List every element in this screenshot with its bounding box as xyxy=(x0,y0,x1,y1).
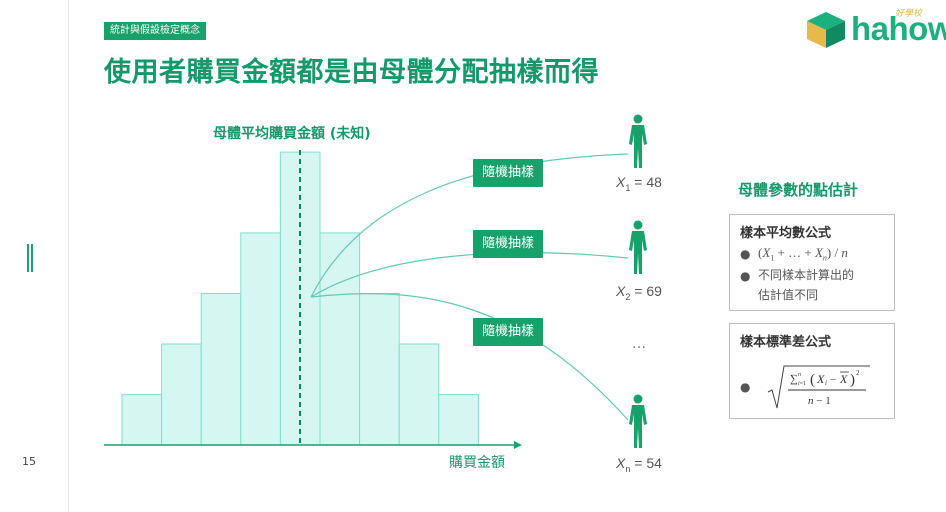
svg-text:(: ( xyxy=(810,372,815,388)
svg-text:2: 2 xyxy=(856,369,860,377)
sample-mean-formula: (X1 + … + Xn) / n xyxy=(758,245,848,263)
random-sample-label-2: 隨機抽樣 xyxy=(473,230,543,258)
bullet-icon: ● xyxy=(740,247,751,261)
hahow-logo: hahow 好學校 xyxy=(803,8,946,52)
left-divider xyxy=(68,0,69,512)
svg-text:i=1: i=1 xyxy=(798,381,806,387)
person-icon xyxy=(629,394,647,448)
side-marker xyxy=(27,244,33,272)
histogram-bar xyxy=(200,293,242,446)
point-estimate-title: 母體參數的點估計 xyxy=(738,181,859,199)
sample-value-n: Xn = 54 xyxy=(616,455,662,474)
svg-text:X: X xyxy=(839,372,848,386)
logo-wordmark: hahow xyxy=(851,10,946,47)
svg-text:n: n xyxy=(798,372,801,378)
svg-text:X: X xyxy=(816,372,825,386)
sample-mean-heading: 樣本平均數公式 xyxy=(740,226,832,241)
section-tag: 統計與假設檢定概念 xyxy=(104,22,206,40)
histogram-bar xyxy=(398,343,440,446)
logo-cube-icon xyxy=(807,12,845,48)
histogram-bar xyxy=(121,394,163,446)
sample-value-1: X1 = 48 xyxy=(616,174,662,193)
bullet-icon: ● xyxy=(740,380,751,394)
x-axis-label: 購買金額 xyxy=(449,455,505,471)
histogram-bar xyxy=(240,232,281,446)
histogram-bar xyxy=(359,293,400,446)
random-sample-label-1: 隨機抽樣 xyxy=(473,159,543,187)
distribution-title: 母體平均購買金額 (未知) xyxy=(213,126,371,142)
histogram-bar xyxy=(319,232,361,446)
person-icon xyxy=(629,220,647,274)
person-icon xyxy=(629,114,647,168)
sample-mean-card: 樣本平均數公式 ● (X1 + … + Xn) / n ● 不同樣本計算出的 估… xyxy=(729,214,895,311)
histogram-bar xyxy=(161,343,202,446)
svg-text:n − 1: n − 1 xyxy=(808,395,831,407)
logo-subtext: 好學校 xyxy=(895,9,923,19)
page-title: 使用者購買金額都是由母體分配抽樣而得 xyxy=(104,57,599,88)
random-sample-label-3: 隨機抽樣 xyxy=(473,318,543,346)
svg-text:−: − xyxy=(830,374,836,386)
svg-text:∑: ∑ xyxy=(790,373,798,385)
sample-sd-formula: ∑ n i=1 ( X i − X ) 2 n − 1 xyxy=(767,365,870,409)
svg-text:i: i xyxy=(825,379,827,387)
histogram xyxy=(121,151,479,446)
histogram-bar xyxy=(438,394,479,446)
estimate-note: 不同樣本計算出的 估計值不同 xyxy=(758,268,855,302)
page-number: 15 xyxy=(22,455,36,468)
svg-text:): ) xyxy=(850,372,855,388)
sample-sd-heading: 樣本標準差公式 xyxy=(740,335,832,350)
sample-sd-card: 樣本標準差公式 ● ∑ n i=1 ( X i − X ) 2 n − 1 xyxy=(729,323,895,419)
x-axis-arrow xyxy=(514,441,522,449)
bullet-icon: ● xyxy=(740,269,751,283)
sampling-curve-2 xyxy=(310,252,629,298)
sample-value-2: X2 = 69 xyxy=(616,283,662,302)
sampling-curve-3 xyxy=(310,293,629,421)
sampling-curve-1 xyxy=(310,153,629,298)
more-samples-ellipsis: … xyxy=(632,336,647,352)
